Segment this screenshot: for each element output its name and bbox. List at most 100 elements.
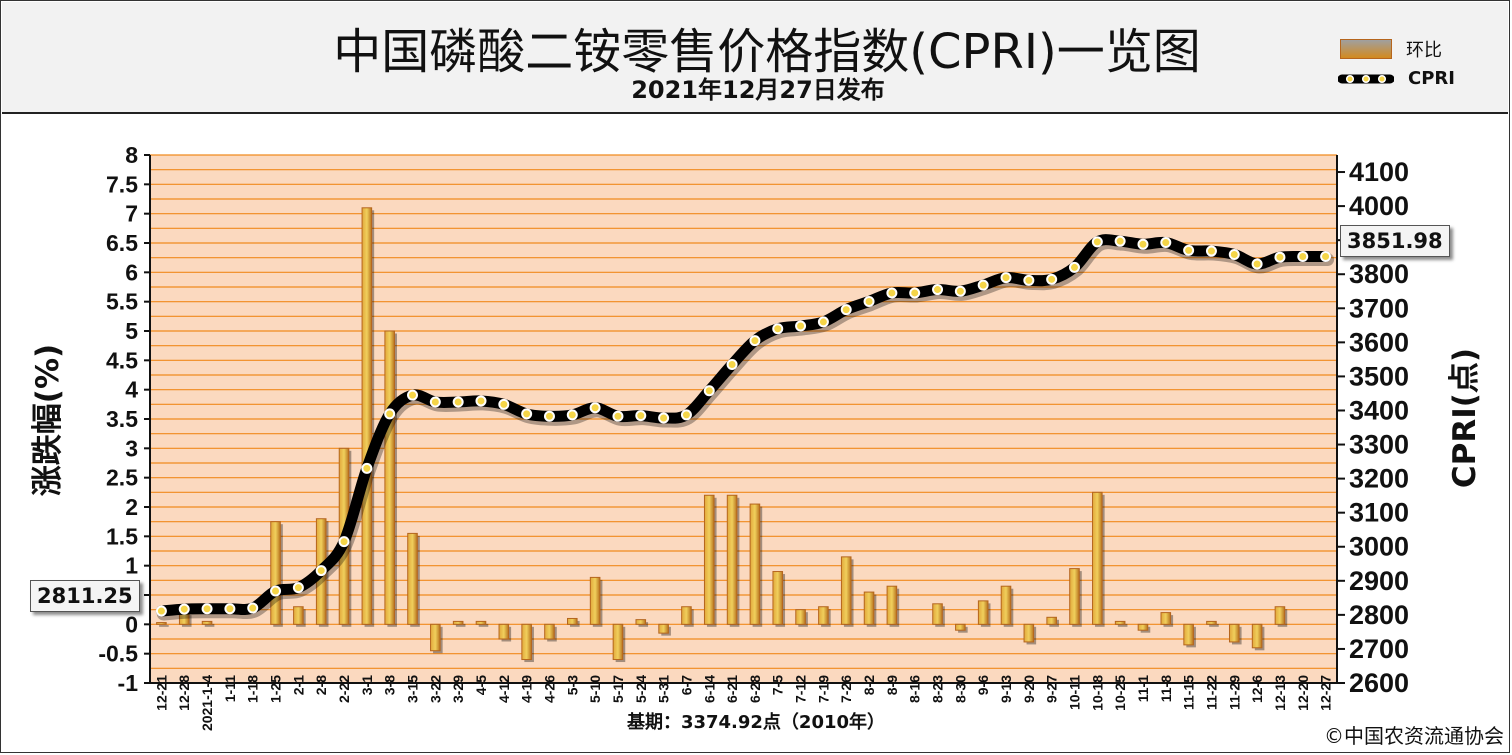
bar-9-13 — [1000, 585, 1012, 625]
cpri-point-2-1 — [292, 582, 304, 594]
x-tick-label: 6-21 — [724, 675, 740, 703]
cpri-point-10-18 — [1091, 236, 1103, 248]
bar-4-5 — [475, 620, 487, 625]
bar-3-29 — [452, 620, 464, 625]
cpri-point-2-22 — [338, 536, 350, 548]
bar-5-17 — [612, 623, 624, 661]
bar-swatch-icon — [1340, 39, 1392, 59]
x-tick-label: 10-18 — [1089, 675, 1105, 711]
cpri-point-8-16 — [909, 287, 921, 299]
right-tick-label: 3600 — [1349, 327, 1409, 357]
bar-2-1 — [293, 606, 304, 625]
left-tick-label: 2.5 — [106, 465, 138, 491]
cpri-point-6-21 — [726, 358, 738, 370]
x-tick-label: 11-15 — [1181, 675, 1197, 710]
cpri-point-11-22 — [1205, 245, 1217, 257]
cpri-point-9-20 — [1023, 274, 1035, 286]
cpri-point-3-1 — [361, 462, 373, 474]
left-tick-label: -0.5 — [98, 641, 138, 667]
x-tick-label: 6-7 — [678, 675, 694, 695]
cpri-point-5-3 — [566, 409, 578, 421]
cpri-point-5-24 — [635, 410, 647, 422]
x-tick-label: 10-25 — [1112, 675, 1128, 711]
x-tick-label: 12-28 — [176, 675, 192, 711]
cpri-point-11-1 — [1137, 238, 1149, 250]
x-tick-label: 1-18 — [245, 675, 261, 703]
x-tick-label: 6-28 — [747, 675, 763, 703]
right-tick-label: 2700 — [1349, 634, 1409, 664]
x-tick-label: 11-1 — [1135, 675, 1151, 702]
chart-title: 中国磷酸二铵零售价格指数(CPRI)一览图 — [333, 24, 1201, 80]
cpri-point-5-17 — [612, 410, 624, 422]
bar-3-1 — [361, 207, 373, 625]
right-tick-label: 3400 — [1349, 395, 1409, 425]
cpri-point-10-25 — [1114, 235, 1126, 247]
cpri-point-12-27 — [1320, 251, 1332, 263]
x-tick-label: 12-6 — [1249, 675, 1265, 703]
cpri-point-12-13 — [1274, 251, 1286, 263]
cpri-point-7-5 — [772, 323, 784, 335]
cpri-point-1-11 — [224, 603, 236, 615]
x-tick-label: 6-14 — [701, 675, 717, 703]
left-tick-label: 6.5 — [106, 230, 138, 256]
cpri-point-12-6 — [1251, 258, 1263, 270]
cpri-point-8-2 — [863, 295, 875, 307]
bar-shadow — [1117, 623, 1128, 627]
right-tick-label: 3100 — [1349, 498, 1409, 528]
left-tick-label: 6 — [125, 259, 138, 285]
x-tick-label: 5-31 — [656, 675, 672, 703]
end-value-callout: 3851.98 — [1340, 225, 1450, 257]
x-tick-label: 5-17 — [610, 675, 626, 703]
right-tick-label: 2600 — [1349, 668, 1409, 698]
cpri-line — [155, 234, 1332, 617]
cpri-point-7-12 — [795, 320, 807, 332]
cpri-point-5-10 — [589, 402, 601, 414]
x-tick-label: 3-22 — [427, 675, 443, 703]
right-tick-label: 3800 — [1349, 259, 1409, 289]
bar-5-3 — [567, 617, 578, 625]
cpri-point-10-11 — [1068, 261, 1080, 273]
bar-shadow — [1209, 623, 1219, 627]
bar-6-28 — [749, 503, 761, 625]
bar-10-18 — [1092, 491, 1103, 625]
cpri-point-11-8 — [1160, 237, 1172, 249]
cpri-point-12-21 — [155, 605, 167, 617]
x-tick-label: 8-16 — [907, 675, 923, 703]
left-tick-label: 7.5 — [106, 171, 138, 197]
x-tick-label: 2-8 — [313, 675, 329, 695]
left-tick-label: 2 — [125, 494, 138, 520]
cpri-point-8-30 — [954, 285, 966, 297]
x-tick-label: 1-11 — [222, 675, 238, 702]
cpri-point-9-6 — [977, 279, 989, 291]
header-panel: 中国磷酸二铵零售价格指数(CPRI)一览图 2021年12月27日发布 环比 C… — [2, 2, 1508, 114]
cpri-point-3-8 — [384, 408, 396, 420]
legend-label-cpri: CPRI — [1408, 68, 1455, 89]
bar-10-11 — [1069, 568, 1080, 625]
right-tick-label: 2800 — [1349, 600, 1409, 630]
bar-9-6 — [977, 600, 989, 625]
bar-6-7 — [681, 606, 692, 625]
left-tick-label: 1.5 — [106, 523, 138, 549]
right-tick-label: 3000 — [1349, 532, 1409, 562]
x-tick-label: 9-20 — [1021, 675, 1037, 703]
x-tick-label: 11-22 — [1203, 675, 1219, 710]
right-tick-label: 4000 — [1349, 191, 1409, 221]
cpri-point-7-19 — [817, 316, 829, 328]
bar-11-1 — [1137, 623, 1149, 631]
right-tick-label: 3500 — [1349, 361, 1409, 391]
legend-item-ratio: 环比 — [1340, 36, 1442, 62]
bar-11-29 — [1228, 623, 1240, 643]
cpri-point-9-27 — [1046, 273, 1058, 285]
cpri-point-6-7 — [680, 409, 692, 421]
left-tick-label: 5 — [125, 318, 138, 344]
left-tick-label: 1 — [125, 553, 138, 579]
bar-9-27 — [1046, 616, 1057, 625]
x-tick-label: 3-15 — [405, 675, 421, 703]
cpri-point-12-20 — [1297, 251, 1309, 263]
x-tick-label: 4-5 — [473, 675, 489, 695]
x-tick-label: 4-26 — [541, 675, 557, 703]
x-tick-label: 7-26 — [838, 675, 854, 703]
left-tick-label: 4 — [125, 377, 138, 403]
x-tick-label: 8-30 — [952, 675, 968, 703]
